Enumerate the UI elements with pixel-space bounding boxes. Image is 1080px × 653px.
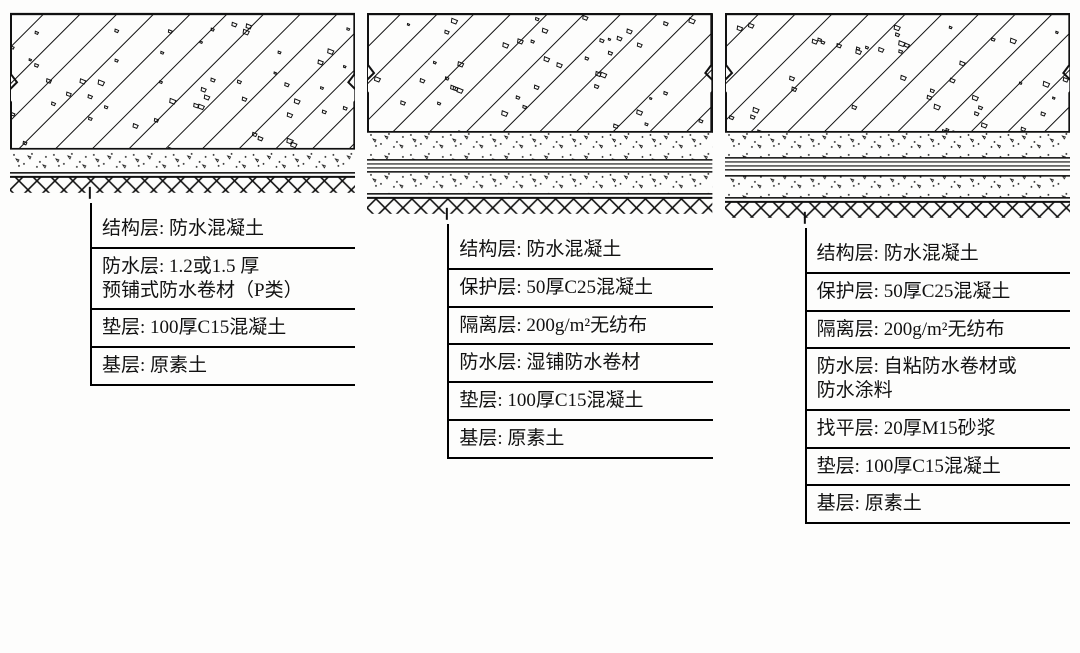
label-value: 200g/m²无纺布 [526,315,647,336]
label-value: 防水混凝土 [169,218,264,239]
label-value: 50厚C25混凝土 [884,281,1011,302]
label-key: 隔离层: [817,319,879,340]
label-value: 湿铺防水卷材 [526,352,640,373]
label-row: 基层: 原素土 [449,421,712,459]
label-row: 防水层: 自粘防水卷材或防水涂料 [807,349,1070,411]
section-drawing [725,10,1070,224]
label-row: 结构层: 防水混凝土 [449,224,712,270]
label-row: 保护层: 50厚C25混凝土 [449,270,712,308]
diagram-root: 结构层: 防水混凝土防水层: 1.2或1.5 厚预铺式防水卷材（P类）垫层: 1… [10,10,1070,524]
label-row: 垫层: 100厚C15混凝土 [807,449,1070,487]
label-key: 垫层: [102,317,145,338]
label-key: 基层: [459,428,502,449]
panel-C: 结构层: 防水混凝土保护层: 50厚C25混凝土隔离层: 200g/m²无纺布防… [725,10,1070,524]
label-value: 100厚C15混凝土 [507,390,643,411]
label-row: 隔离层: 200g/m²无纺布 [449,308,712,346]
label-row: 找平层: 20厚M15砂浆 [807,411,1070,449]
label-row: 基层: 原素土 [92,348,355,386]
label-value: 防水混凝土 [884,243,979,264]
label-key: 找平层: [817,418,879,439]
label-key: 基层: [102,355,145,376]
label-stack: 结构层: 防水混凝土保护层: 50厚C25混凝土隔离层: 200g/m²无纺布防… [447,224,712,459]
label-value: 100厚C15混凝土 [865,456,1001,477]
label-value: 原素土 [507,428,564,449]
label-row: 结构层: 防水混凝土 [92,203,355,249]
label-key: 保护层: [459,277,521,298]
label-value: 100厚C15混凝土 [150,317,286,338]
label-key: 隔离层: [459,315,521,336]
label-key: 结构层: [817,243,879,264]
label-value: 原素土 [865,493,922,514]
label-row: 防水层: 1.2或1.5 厚预铺式防水卷材（P类） [92,249,355,311]
section-drawing [10,10,355,199]
label-row: 结构层: 防水混凝土 [807,228,1070,274]
label-row: 垫层: 100厚C15混凝土 [449,383,712,421]
label-stack: 结构层: 防水混凝土保护层: 50厚C25混凝土隔离层: 200g/m²无纺布防… [805,228,1070,524]
label-value: 200g/m²无纺布 [884,319,1005,340]
label-value: 防水混凝土 [526,239,621,260]
label-stack: 结构层: 防水混凝土防水层: 1.2或1.5 厚预铺式防水卷材（P类）垫层: 1… [90,203,355,386]
label-key: 结构层: [459,239,521,260]
label-row: 基层: 原素土 [807,486,1070,524]
label-value: 50厚C25混凝土 [526,277,653,298]
label-key: 垫层: [817,456,860,477]
label-row: 隔离层: 200g/m²无纺布 [807,312,1070,350]
label-key: 结构层: [102,218,164,239]
label-row: 保护层: 50厚C25混凝土 [807,274,1070,312]
label-key: 防水层: [459,352,521,373]
label-row: 防水层: 湿铺防水卷材 [449,345,712,383]
label-key: 防水层: [817,356,879,377]
label-key: 防水层: [102,256,164,277]
label-key: 保护层: [817,281,879,302]
label-key: 垫层: [459,390,502,411]
label-value: 原素土 [150,355,207,376]
section-drawing [367,10,712,220]
label-value: 20厚M15砂浆 [884,418,996,439]
panel-B: 结构层: 防水混凝土保护层: 50厚C25混凝土隔离层: 200g/m²无纺布防… [367,10,712,524]
label-key: 基层: [817,493,860,514]
panel-A: 结构层: 防水混凝土防水层: 1.2或1.5 厚预铺式防水卷材（P类）垫层: 1… [10,10,355,524]
label-row: 垫层: 100厚C15混凝土 [92,310,355,348]
